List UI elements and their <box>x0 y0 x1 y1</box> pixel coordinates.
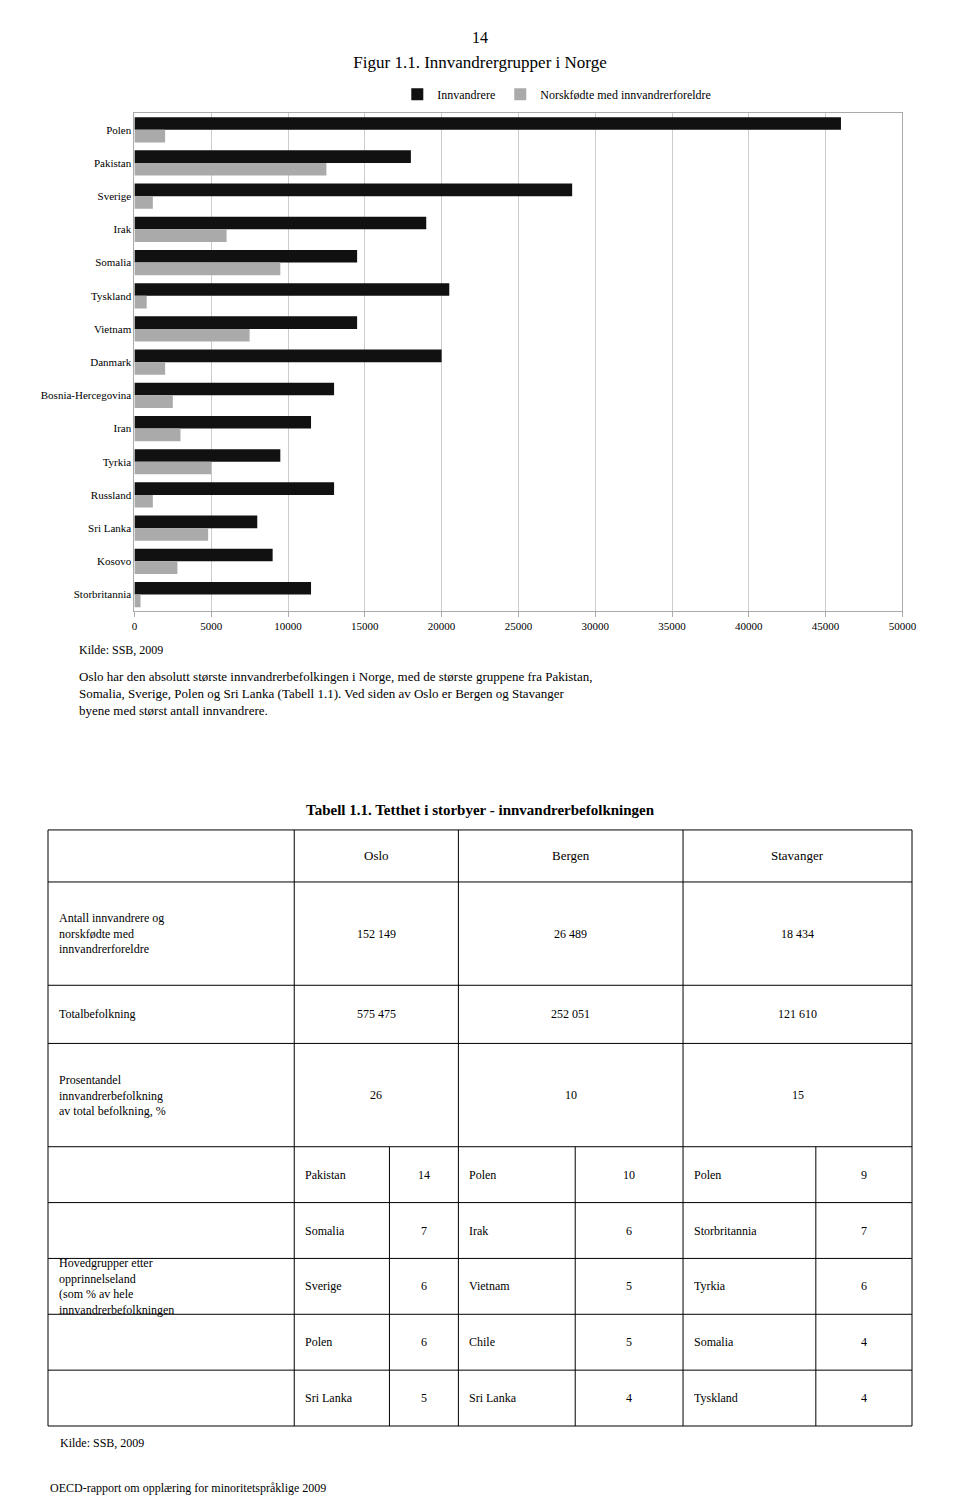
svg-text:20000: 20000 <box>428 620 456 632</box>
svg-text:252 051: 252 051 <box>551 1007 590 1021</box>
svg-text:30000: 30000 <box>581 620 609 632</box>
svg-text:575 475: 575 475 <box>357 1007 396 1021</box>
svg-text:Prosentandelinnvandrerbefolkni: Prosentandelinnvandrerbefolkningav total… <box>59 1073 166 1118</box>
svg-text:Chile: Chile <box>469 1335 495 1349</box>
svg-text:Bergen: Bergen <box>552 848 590 863</box>
svg-text:Kilde: SSB, 2009: Kilde: SSB, 2009 <box>60 1436 144 1450</box>
svg-text:9: 9 <box>861 1168 867 1182</box>
svg-text:25000: 25000 <box>505 620 533 632</box>
svg-text:Tyskland: Tyskland <box>694 1391 738 1405</box>
svg-text:Polen: Polen <box>106 124 132 136</box>
svg-text:Norskfødte med innvandrerforel: Norskfødte med innvandrerforeldre <box>540 88 711 102</box>
svg-text:6: 6 <box>421 1279 427 1293</box>
svg-text:Irak: Irak <box>469 1224 488 1238</box>
svg-text:5: 5 <box>626 1335 632 1349</box>
svg-text:121 610: 121 610 <box>778 1007 817 1021</box>
svg-text:Storbritannia: Storbritannia <box>74 588 132 600</box>
svg-text:Tyrkia: Tyrkia <box>694 1279 726 1293</box>
svg-text:18 434: 18 434 <box>781 927 814 941</box>
svg-text:45000: 45000 <box>812 620 840 632</box>
svg-text:Polen: Polen <box>305 1335 332 1349</box>
svg-text:5000: 5000 <box>200 620 223 632</box>
svg-text:Sri Lanka: Sri Lanka <box>305 1391 353 1405</box>
svg-text:10000: 10000 <box>274 620 302 632</box>
svg-text:35000: 35000 <box>658 620 686 632</box>
svg-text:Iran: Iran <box>113 422 131 434</box>
svg-text:4: 4 <box>626 1391 632 1405</box>
svg-text:Sverige: Sverige <box>305 1279 342 1293</box>
svg-text:0: 0 <box>132 620 138 632</box>
svg-text:4: 4 <box>861 1391 867 1405</box>
svg-text:Pakistan: Pakistan <box>305 1168 346 1182</box>
svg-text:26: 26 <box>370 1088 382 1102</box>
svg-text:OECD-rapport om opplæring for: OECD-rapport om opplæring for minoritets… <box>50 1481 326 1495</box>
svg-text:4: 4 <box>861 1335 867 1349</box>
svg-text:10: 10 <box>623 1168 635 1182</box>
svg-text:50000: 50000 <box>889 620 917 632</box>
svg-text:Tyrkia: Tyrkia <box>103 456 132 468</box>
svg-text:Danmark: Danmark <box>90 356 131 368</box>
svg-text:Storbritannia: Storbritannia <box>694 1224 757 1238</box>
svg-text:6: 6 <box>421 1335 427 1349</box>
svg-text:Somalia: Somalia <box>95 256 131 268</box>
svg-text:152 149: 152 149 <box>357 927 396 941</box>
svg-text:Vietnam: Vietnam <box>94 323 132 335</box>
svg-text:Kosovo: Kosovo <box>97 555 132 567</box>
svg-text:Tabell 1.1. Tetthet i storbyer: Tabell 1.1. Tetthet i storbyer - innvand… <box>306 802 655 818</box>
svg-text:Oslo: Oslo <box>364 848 389 863</box>
svg-text:Hovedgrupper etteropprinnelsel: Hovedgrupper etteropprinnelseland(som % … <box>59 1256 174 1317</box>
svg-text:15: 15 <box>792 1088 804 1102</box>
svg-text:10: 10 <box>565 1088 577 1102</box>
svg-text:5: 5 <box>421 1391 427 1405</box>
svg-text:14: 14 <box>418 1168 430 1182</box>
svg-text:7: 7 <box>421 1224 427 1238</box>
svg-text:Irak: Irak <box>113 223 131 235</box>
svg-text:7: 7 <box>861 1224 867 1238</box>
svg-text:6: 6 <box>626 1224 632 1238</box>
svg-text:5: 5 <box>626 1279 632 1293</box>
svg-text:Sri Lanka: Sri Lanka <box>469 1391 517 1405</box>
svg-text:Polen: Polen <box>469 1168 496 1182</box>
svg-text:Russland: Russland <box>91 489 132 501</box>
svg-text:Innvandrere: Innvandrere <box>437 88 495 102</box>
svg-text:Totalbefolkning: Totalbefolkning <box>59 1007 135 1021</box>
svg-text:Sverige: Sverige <box>98 190 132 202</box>
svg-text:Vietnam: Vietnam <box>469 1279 510 1293</box>
svg-text:Stavanger: Stavanger <box>771 848 824 863</box>
svg-text:40000: 40000 <box>735 620 763 632</box>
svg-text:26 489: 26 489 <box>554 927 587 941</box>
svg-text:Somalia: Somalia <box>305 1224 345 1238</box>
svg-text:Kilde: SSB, 2009: Kilde: SSB, 2009 <box>79 643 163 657</box>
svg-text:Figur 1.1. Innvandrergrupper i: Figur 1.1. Innvandrergrupper i Norge <box>353 53 606 72</box>
svg-text:15000: 15000 <box>351 620 379 632</box>
svg-text:Polen: Polen <box>694 1168 721 1182</box>
svg-text:Tyskland: Tyskland <box>91 290 132 302</box>
svg-text:Bosnia-Hercegovina: Bosnia-Hercegovina <box>41 389 132 401</box>
svg-text:Pakistan: Pakistan <box>94 157 132 169</box>
svg-text:Somalia: Somalia <box>694 1335 734 1349</box>
svg-text:Oslo har den absolutt største: Oslo har den absolutt største innvandrer… <box>79 669 593 718</box>
svg-text:Sri Lanka: Sri Lanka <box>88 522 131 534</box>
svg-text:6: 6 <box>861 1279 867 1293</box>
svg-text:Antall innvandrere ognorskfødt: Antall innvandrere ognorskfødte medinnva… <box>59 911 164 956</box>
svg-text:14: 14 <box>472 29 488 46</box>
